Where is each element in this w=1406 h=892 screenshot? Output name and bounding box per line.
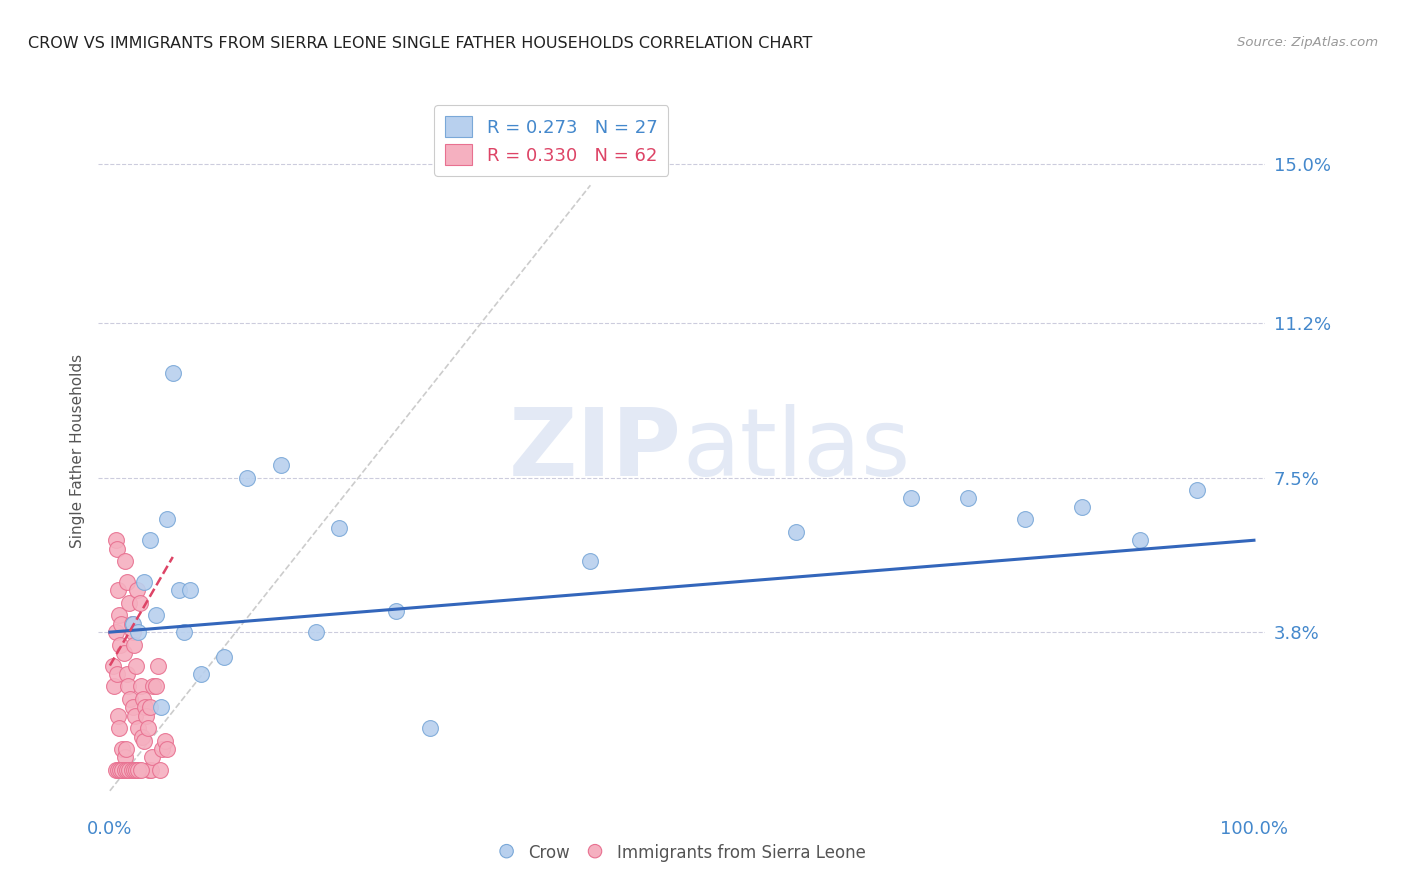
Point (134, 574, 156, 589)
Point (112, 646, 135, 660)
Point (118, 596, 141, 610)
Point (105, 541, 128, 556)
Point (152, 742, 174, 756)
Point (115, 574, 138, 589)
Point (173, 625, 195, 640)
Point (167, 583, 190, 598)
Point (419, 721, 441, 735)
Legend: Crow, Immigrants from Sierra Leone: Crow, Immigrants from Sierra Leone (492, 837, 872, 869)
Point (105, 666, 128, 681)
Point (328, 521, 350, 535)
Point (190, 666, 212, 681)
Point (149, 763, 172, 777)
Point (125, 763, 148, 777)
Point (104, 763, 127, 777)
Point (139, 763, 162, 777)
Point (110, 616, 132, 631)
Point (146, 658, 169, 673)
Point (134, 733, 156, 747)
Point (956, 491, 979, 506)
Point (118, 763, 141, 777)
Point (135, 708, 157, 723)
Point (107, 763, 129, 777)
Point (129, 680, 152, 694)
Point (139, 700, 162, 714)
Point (156, 742, 179, 756)
Point (125, 658, 148, 673)
Point (103, 658, 125, 673)
Point (785, 524, 807, 539)
Point (121, 616, 143, 631)
Point (127, 583, 149, 598)
Point (122, 638, 145, 652)
Point (127, 721, 149, 735)
Point (131, 730, 153, 744)
Text: CROW VS IMMIGRANTS FROM SIERRA LEONE SINGLE FATHER HOUSEHOLDS CORRELATION CHART: CROW VS IMMIGRANTS FROM SIERRA LEONE SIN… (28, 36, 813, 51)
Point (107, 708, 129, 723)
Point (107, 583, 129, 598)
Point (132, 692, 155, 706)
Point (122, 763, 145, 777)
Point (1128, 533, 1150, 548)
Point (110, 763, 132, 777)
Point (305, 625, 328, 640)
Point (111, 742, 134, 756)
Point (134, 700, 156, 714)
Y-axis label: Single Father Households: Single Father Households (69, 353, 84, 548)
Point (156, 512, 179, 526)
Point (150, 700, 173, 714)
Point (114, 763, 136, 777)
Point (145, 608, 167, 623)
Point (121, 616, 143, 631)
Point (153, 733, 176, 747)
Point (1185, 483, 1208, 497)
Point (103, 680, 125, 694)
Text: ZIP: ZIP (509, 404, 682, 497)
Point (145, 680, 167, 694)
Point (115, 666, 138, 681)
Point (579, 554, 602, 568)
Point (162, 366, 184, 380)
Point (120, 692, 142, 706)
Point (115, 742, 138, 756)
Point (108, 763, 131, 777)
Point (1014, 512, 1036, 526)
Point (136, 721, 159, 735)
Point (127, 625, 149, 640)
Point (236, 470, 259, 484)
Point (270, 458, 292, 472)
Point (179, 583, 201, 598)
Point (114, 554, 136, 568)
Point (124, 708, 146, 723)
Point (900, 491, 922, 506)
Point (214, 650, 236, 665)
Point (108, 638, 131, 652)
Point (1071, 500, 1094, 514)
Point (127, 763, 149, 777)
Point (138, 763, 160, 777)
Point (114, 750, 136, 764)
Text: atlas: atlas (682, 404, 910, 497)
Point (115, 763, 138, 777)
Point (117, 680, 139, 694)
Text: Source: ZipAtlas.com: Source: ZipAtlas.com (1237, 36, 1378, 49)
Point (385, 604, 408, 618)
Point (108, 608, 131, 623)
Point (108, 721, 131, 735)
Point (104, 533, 127, 548)
Point (128, 596, 150, 610)
Point (121, 700, 143, 714)
Point (129, 763, 152, 777)
Point (121, 625, 143, 640)
Point (121, 763, 143, 777)
Point (141, 750, 163, 764)
Point (104, 625, 127, 640)
Point (139, 533, 162, 548)
Point (142, 680, 165, 694)
Point (111, 763, 134, 777)
